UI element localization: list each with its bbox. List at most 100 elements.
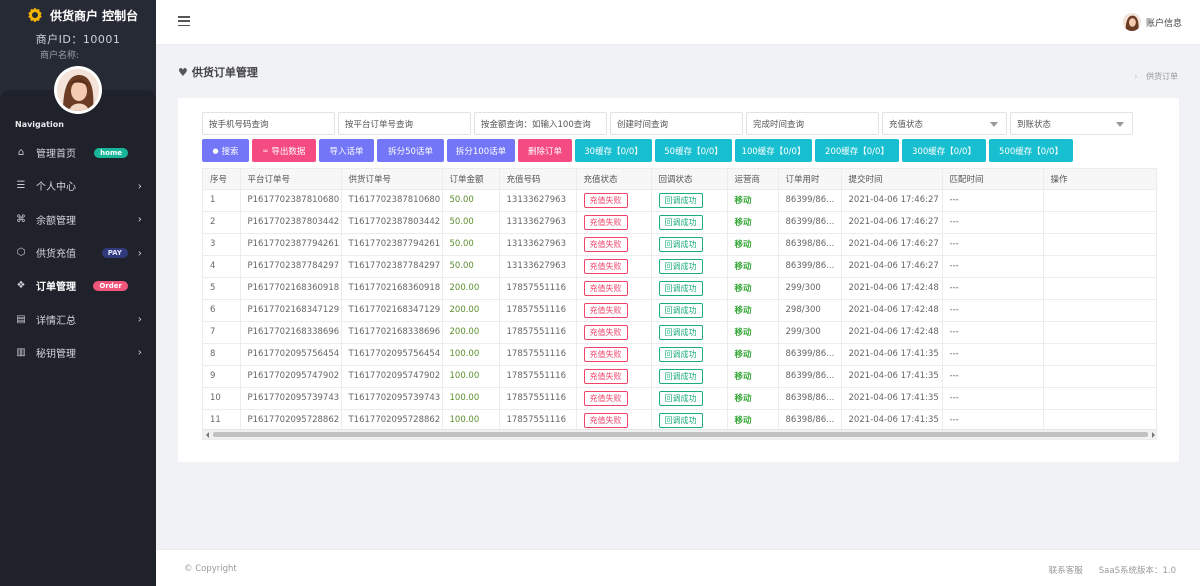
sidebar-item-2[interactable]: ☰ 个人中心 › [0, 169, 156, 202]
gear-logo-icon [28, 7, 42, 23]
table-cell: 充值失败 [576, 255, 652, 278]
table-row[interactable]: 8 P1617702095756454 T1617702095756454 100.0… [203, 343, 1156, 366]
filter-select-6[interactable]: 充值状态 [882, 112, 1007, 135]
column-header[interactable]: 匹配时间 [942, 169, 1044, 190]
action-button-2[interactable]: ∞ 导出数据 [252, 139, 316, 162]
table-cell: 移动 [727, 321, 779, 344]
action-button-9[interactable]: 100缓存【0/0】 [735, 139, 812, 162]
action-button-label: 搜索 [221, 146, 239, 157]
table-cell: 移动 [727, 277, 779, 300]
table-cell: T1617702168338696 [341, 321, 443, 344]
table-row[interactable]: 9 P1617702095747902 T1617702095747902 100.0… [203, 365, 1156, 388]
table-row[interactable]: 11 P1617702095728862 T1617702095728862 100.… [203, 409, 1156, 432]
scroll-left-icon[interactable] [206, 432, 209, 438]
breadcrumb-current[interactable]: 供货订单 [1146, 72, 1178, 81]
action-button-4[interactable]: 拆分50话单 [377, 139, 444, 162]
table-cell [1043, 211, 1156, 234]
table-row[interactable]: 4 P1617702387784297 T1617702387784297 50.00… [203, 255, 1156, 278]
table-cell: 充值失败 [576, 299, 652, 322]
contact-link[interactable]: 联系客服 [1048, 566, 1083, 576]
sidebar-item-6[interactable]: ▤ 详情汇总 › [0, 302, 156, 335]
callback-status-badge: 回调成功 [658, 280, 703, 296]
table-cell: 11 [203, 409, 241, 432]
column-header[interactable]: 订单金额 [442, 169, 500, 190]
table-cell: 200.00 [442, 299, 500, 322]
table-row[interactable]: 3 P1617702387794261 T1617702387794261 50.00… [203, 233, 1156, 256]
column-header[interactable]: 充值状态 [576, 169, 652, 190]
table-cell: --- [942, 211, 1044, 234]
table-cell: 2021-04-06 17:41:35 [841, 409, 943, 432]
column-header[interactable]: 提交时间 [841, 169, 943, 190]
filter-input-3[interactable]: 按金额查询：如输入100查询 [474, 112, 607, 135]
table-cell: 86399/86... [778, 343, 842, 366]
table-cell: 回调成功 [651, 409, 728, 432]
action-button-3[interactable]: 导入话单 [319, 139, 374, 162]
table-cell: 17857551116 [499, 321, 577, 344]
table-cell: 17857551116 [499, 365, 577, 388]
column-header[interactable]: 平台订单号 [240, 169, 342, 190]
action-button-6[interactable]: 删除订单 [518, 139, 572, 162]
column-header[interactable]: 序号 [203, 169, 241, 190]
action-button-12[interactable]: 500缓存【0/0】 [989, 139, 1073, 162]
sidebar-item-label: 个人中心 [36, 182, 76, 194]
callback-status-badge: 回调成功 [658, 302, 703, 318]
scrollbar-thumb[interactable] [213, 432, 1148, 437]
table-row[interactable]: 6 P1617702168347129 T1617702168347129 200.0… [203, 299, 1156, 322]
sidebar-item-label: 供货充值 [36, 249, 76, 261]
table-cell: 充值失败 [576, 321, 652, 344]
column-header[interactable]: 运营商 [727, 169, 779, 190]
action-button-8[interactable]: 50缓存【0/0】 [655, 139, 732, 162]
horizontal-scrollbar[interactable] [203, 429, 1156, 439]
table-cell: 移动 [727, 299, 779, 322]
filter-input-4[interactable]: 创建时间查询 [610, 112, 743, 135]
table-cell: 3 [203, 233, 241, 256]
action-button-11[interactable]: 300缓存【0/0】 [902, 139, 986, 162]
nav-panel: Navigation ⌂ 管理首页 home ☰ 个人中心 › ⌘ 余额管理 › ⬡ 供货充值 PAY… [0, 90, 156, 586]
recharge-status-badge: 充值失败 [583, 192, 628, 208]
account-label: 账户信息 [1145, 18, 1182, 29]
column-header[interactable]: 回调状态 [651, 169, 728, 190]
column-header[interactable]: 充值号码 [499, 169, 577, 190]
filter-input-2[interactable]: 按平台订单号查询 [338, 112, 471, 135]
sidebar-badge: Order [93, 280, 128, 291]
column-header[interactable]: 操作 [1043, 169, 1156, 190]
filter-input-1[interactable]: 按手机号码查询 [202, 112, 335, 135]
column-header[interactable]: 供货订单号 [341, 169, 443, 190]
table-row[interactable]: 7 P1617702168338696 T1617702168338696 200.0… [203, 321, 1156, 344]
avatar[interactable] [54, 66, 102, 114]
column-header[interactable]: 订单用时 [778, 169, 842, 190]
sidebar-item-5[interactable]: ❖ 订单管理 Order [0, 269, 156, 302]
account-menu[interactable]: 账户信息 [1122, 13, 1182, 31]
table-row[interactable]: 5 P1617702168360918 T1617702168360918 200.0… [203, 277, 1156, 300]
table-cell: 移动 [727, 189, 779, 212]
scroll-right-icon[interactable] [1152, 432, 1155, 438]
callback-status-badge: 回调成功 [658, 258, 703, 274]
table-row[interactable]: 2 P1617702387803442 T1617702387803442 50.00… [203, 211, 1156, 234]
table-cell: 2021-04-06 17:46:27 [841, 233, 943, 256]
action-button-7[interactable]: 30缓存【0/0】 [575, 139, 652, 162]
table-cell: P1617702095739743 [240, 387, 342, 410]
table-cell: P1617702095728862 [240, 409, 342, 432]
sidebar-item-3[interactable]: ⌘ 余额管理 › [0, 203, 156, 236]
menu-toggle-icon[interactable] [178, 16, 190, 26]
link-icon: ∞ [262, 146, 269, 155]
brand[interactable]: 供货商户 控制台 [0, 0, 156, 30]
table-cell: --- [942, 255, 1044, 278]
table-cell: P1617702095747902 [240, 365, 342, 388]
action-button-10[interactable]: 200缓存【0/0】 [815, 139, 899, 162]
filter-input-5[interactable]: 完成时间查询 [746, 112, 879, 135]
action-button-5[interactable]: 拆分100话单 [447, 139, 515, 162]
action-button-1[interactable]: ● 搜索 [202, 139, 249, 162]
table-cell: --- [942, 365, 1044, 388]
sidebar-item-4[interactable]: ⬡ 供货充值 PAY › [0, 236, 156, 269]
sidebar-item-1[interactable]: ⌂ 管理首页 home [0, 136, 156, 169]
table-cell: T1617702387794261 [341, 233, 443, 256]
merchant-name: 商户名称: [40, 51, 80, 61]
table-cell: --- [942, 189, 1044, 212]
table-row[interactable]: 1 P1617702387810680 T1617702387810680 50.00… [203, 189, 1156, 212]
table-row[interactable]: 10 P1617702095739743 T1617702095739743 100.… [203, 387, 1156, 410]
table-cell: 299/300 [778, 321, 842, 344]
filter-select-7[interactable]: 到账状态 [1010, 112, 1133, 135]
table-cell: 4 [203, 255, 241, 278]
sidebar-item-7[interactable]: ▥ 秘钥管理 › [0, 336, 156, 369]
